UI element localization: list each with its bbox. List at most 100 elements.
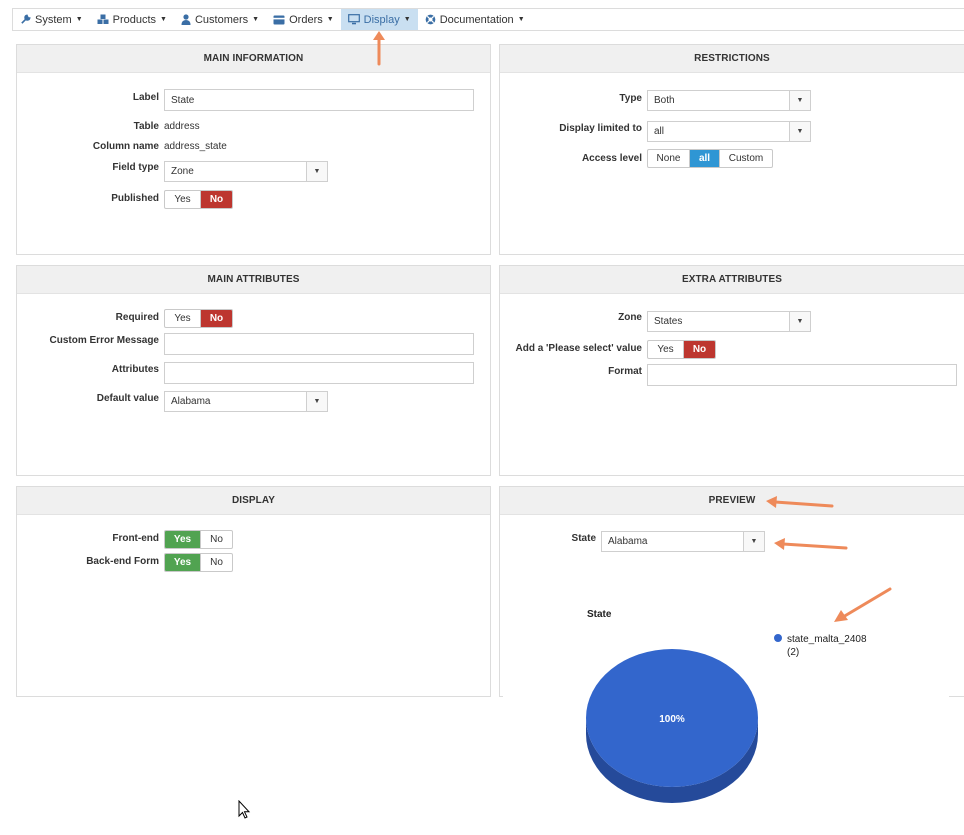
field-type-value: Zone <box>171 166 194 177</box>
menu-customers-label: Customers <box>194 13 249 26</box>
extra-attributes-panel: EXTRA ATTRIBUTES Zone States ▼ Add a 'Pl… <box>499 265 964 476</box>
zone-value: States <box>654 316 683 327</box>
menu-system-label: System <box>35 13 72 26</box>
menu-customers[interactable]: Customers ▼ <box>174 9 266 30</box>
display-limited-label: Display limited to <box>559 123 642 134</box>
access-all-button[interactable]: all <box>690 150 720 167</box>
front-end-toggle: Yes No <box>164 530 233 549</box>
required-toggle: Yes No <box>164 309 233 328</box>
field-type-label: Field type <box>112 162 159 173</box>
pie-slice-side <box>586 718 758 803</box>
label-input[interactable]: State <box>164 89 474 111</box>
please-select-label: Add a 'Please select' value <box>515 343 643 354</box>
display-panel: DISPLAY Front-end Yes No Back-end Form Y… <box>16 486 491 697</box>
please-select-yes-button[interactable]: Yes <box>648 341 684 358</box>
back-end-yes-button[interactable]: Yes <box>165 554 201 571</box>
user-icon <box>181 14 191 25</box>
format-label: Format <box>608 366 642 377</box>
menu-display-label: Display <box>363 13 400 26</box>
chevron-down-icon: ▼ <box>789 122 810 141</box>
restrictions-panel: RESTRICTIONS Type Both ▼ Display limited… <box>499 44 964 255</box>
menu-orders-label: Orders <box>289 13 323 26</box>
chevron-down-icon: ▼ <box>789 312 810 331</box>
life-ring-icon <box>425 14 436 25</box>
default-value-value: Alabama <box>171 396 211 407</box>
mouse-cursor-icon <box>238 800 251 819</box>
table-label: Table <box>133 121 159 132</box>
column-name-value: address_state <box>164 141 227 152</box>
main-attributes-panel: MAIN ATTRIBUTES Required Yes No Custom E… <box>16 265 491 476</box>
chevron-down-icon: ▼ <box>789 91 810 110</box>
chevron-down-icon: ▼ <box>306 392 327 411</box>
panel-title: MAIN INFORMATION <box>17 45 490 73</box>
panel-title: MAIN ATTRIBUTES <box>17 266 490 294</box>
table-value: address <box>164 121 200 132</box>
menu-orders[interactable]: Orders ▼ <box>266 9 341 30</box>
published-no-button[interactable]: No <box>201 191 232 208</box>
front-end-label: Front-end <box>112 533 159 544</box>
please-select-no-button[interactable]: No <box>684 341 715 358</box>
label-field-label: Label <box>132 92 159 103</box>
wrench-icon <box>20 14 31 25</box>
menu-documentation[interactable]: Documentation ▼ <box>418 9 532 30</box>
custom-error-label: Custom Error Message <box>49 335 159 346</box>
type-label: Type <box>619 93 642 104</box>
chevron-down-icon: ▼ <box>743 532 764 551</box>
preview-state-select[interactable]: Alabama ▼ <box>601 531 765 552</box>
required-label: Required <box>115 312 159 323</box>
menu-system[interactable]: System ▼ <box>13 9 90 30</box>
menu-products-label: Products <box>112 13 157 26</box>
chevron-down-icon: ▼ <box>326 16 334 23</box>
back-end-form-toggle: Yes No <box>164 553 233 572</box>
front-end-yes-button[interactable]: Yes <box>165 531 201 548</box>
published-label: Published <box>111 193 159 204</box>
published-yes-button[interactable]: Yes <box>165 191 201 208</box>
chevron-down-icon: ▼ <box>403 16 411 23</box>
type-value: Both <box>654 95 675 106</box>
format-input[interactable] <box>647 364 957 386</box>
field-type-select[interactable]: Zone ▼ <box>164 161 328 182</box>
attributes-label: Attributes <box>111 364 159 375</box>
zone-label: Zone <box>618 312 642 323</box>
chevron-down-icon: ▼ <box>306 162 327 181</box>
type-select[interactable]: Both ▼ <box>647 90 811 111</box>
published-toggle: Yes No <box>164 190 233 209</box>
panel-title: RESTRICTIONS <box>500 45 964 73</box>
menu-products[interactable]: Products ▼ <box>90 9 174 30</box>
access-none-button[interactable]: None <box>648 150 690 167</box>
access-custom-button[interactable]: Custom <box>728 153 764 164</box>
access-level-label: Access level <box>581 153 642 164</box>
access-level-toggle: None all Custom <box>647 149 773 168</box>
back-end-form-label: Back-end Form <box>86 556 159 567</box>
top-menu-bar: System ▼ Products ▼ Customers ▼ Orders ▼… <box>12 8 964 31</box>
required-yes-button[interactable]: Yes <box>165 310 201 327</box>
required-no-button[interactable]: No <box>201 310 232 327</box>
column-name-label: Column name <box>92 141 159 152</box>
main-information-panel: MAIN INFORMATION Label State Table addre… <box>16 44 491 255</box>
back-end-no-button[interactable]: No <box>210 557 223 568</box>
chevron-down-icon: ▼ <box>160 16 167 23</box>
chevron-down-icon: ▼ <box>252 16 260 23</box>
zone-select[interactable]: States ▼ <box>647 311 811 332</box>
monitor-icon <box>347 14 360 25</box>
panel-title: PREVIEW <box>500 487 964 515</box>
attributes-input[interactable] <box>164 362 474 384</box>
pie-slice-label: 100% <box>659 714 685 725</box>
menu-documentation-label: Documentation <box>439 13 514 26</box>
default-value-label: Default value <box>96 393 159 404</box>
credit-card-icon <box>273 15 285 25</box>
custom-error-input[interactable] <box>164 333 474 355</box>
front-end-no-button[interactable]: No <box>210 534 223 545</box>
preview-chart-area <box>503 576 949 697</box>
menu-display[interactable]: Display ▼ <box>340 9 418 30</box>
display-limited-value: all <box>654 126 665 137</box>
display-limited-select[interactable]: all ▼ <box>647 121 811 142</box>
cubes-icon <box>97 14 109 25</box>
please-select-toggle: Yes No <box>647 340 716 359</box>
chevron-down-icon: ▼ <box>517 16 525 23</box>
default-value-select[interactable]: Alabama ▼ <box>164 391 328 412</box>
panel-title: EXTRA ATTRIBUTES <box>500 266 964 294</box>
chevron-down-icon: ▼ <box>75 16 83 23</box>
preview-state-value: Alabama <box>608 536 648 547</box>
preview-state-label: State <box>571 533 596 544</box>
